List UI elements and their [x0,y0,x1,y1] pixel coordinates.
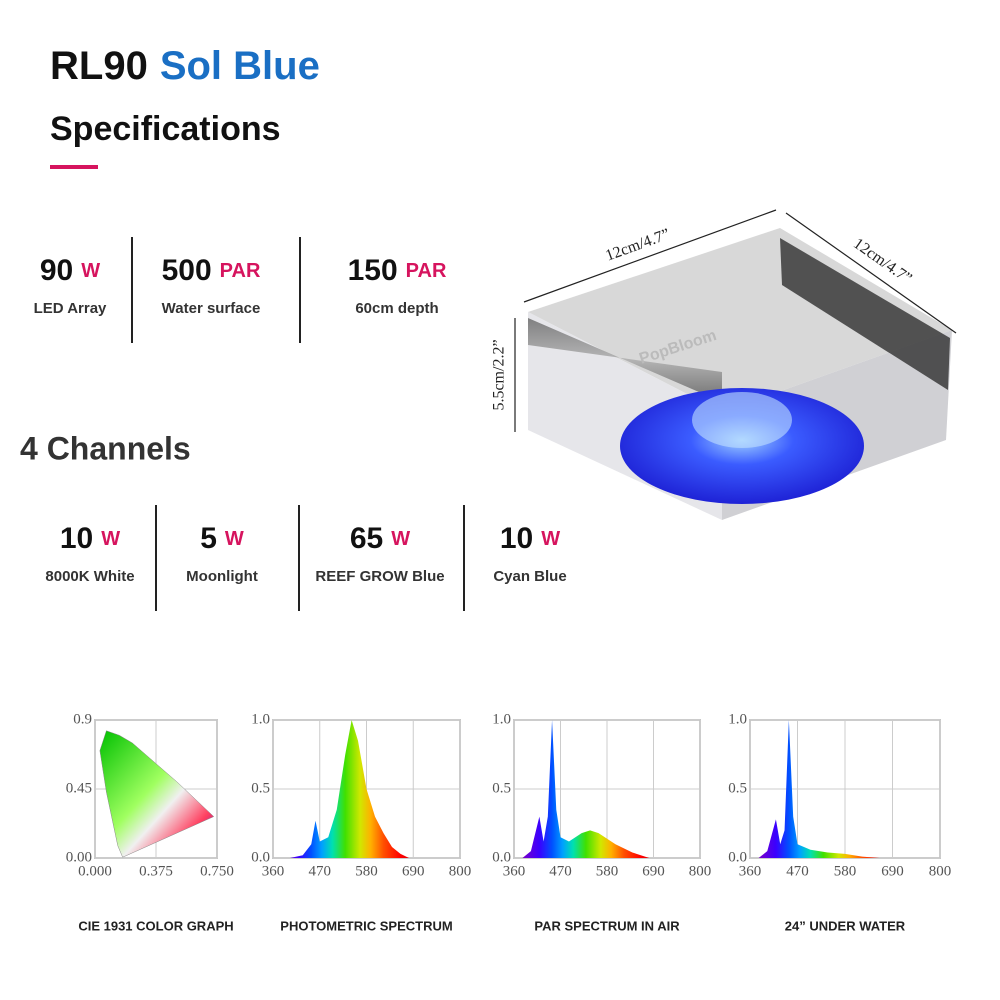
spec-label: Cyan Blue [493,568,566,585]
x-tick-label: 690 [642,863,665,879]
number: 5 [200,522,217,555]
title: RL90 Sol Blue [50,44,320,88]
spec-value: 150 PAR [348,254,447,287]
x-tick-label: 470 [309,863,332,879]
number: 90 [40,254,73,287]
unit: W [81,260,100,282]
y-tick-label: 1.0 [728,711,747,727]
x-tick-label: 690 [881,863,904,879]
y-tick-label: 0.5 [728,780,747,796]
y-tick-label: 0.45 [66,780,92,796]
dimension-lines [514,209,957,432]
y-tick-label: 0.9 [73,711,92,727]
number: 150 [348,254,398,287]
underline [50,165,98,169]
spec-value: 500 PAR [162,254,261,287]
dividers [131,237,465,611]
x-tick-label: 580 [355,863,378,879]
unit: PAR [406,260,447,282]
area [522,720,650,858]
spec-value: 10 W [60,522,120,555]
number: 500 [162,254,212,287]
area [290,720,409,858]
x-tick-label: 470 [549,863,572,879]
unit: W [101,528,120,550]
y-tick-label: 0.0 [251,849,270,865]
chart-caption: CIE 1931 COLOR GRAPH [78,918,233,933]
unit: PAR [220,260,261,282]
x-tick-label: 360 [503,863,526,879]
spec-label: LED Array [34,300,107,317]
model: RL90 [50,44,148,88]
x-tick-label: 690 [402,863,425,879]
dimension-width: 12cm/4.7” [603,226,672,265]
x-tick-label: 0.750 [200,863,234,879]
unit: W [225,528,244,550]
x-tick-label: 800 [929,863,952,879]
y-tick-label: 1.0 [251,711,270,727]
x-tick-label: 800 [449,863,472,879]
y-tick-label: 1.0 [492,711,511,727]
spec-value: 90 W [40,254,100,287]
y-tick-label: 0.0 [728,849,747,865]
product-name: Sol Blue [160,44,320,88]
x-tick-label: 580 [596,863,619,879]
chart-caption: PHOTOMETRIC SPECTRUM [280,918,452,933]
area [99,730,215,858]
spec-label: 8000K White [45,568,134,585]
number: 10 [60,522,93,555]
spec-value: 10 W [500,522,560,555]
number: 65 [350,522,383,555]
spec-label: Moonlight [186,568,258,585]
channels-title: 4 Channels [20,430,191,466]
area [758,720,880,858]
x-tick-label: 360 [262,863,285,879]
product-image: PopBloom [528,228,952,520]
x-tick-label: 470 [786,863,809,879]
spec-label: REEF GROW Blue [315,568,444,585]
x-tick-label: 800 [689,863,712,879]
x-tick-label: 0.000 [78,863,112,879]
y-tick-label: 0.0 [492,849,511,865]
x-tick-label: 360 [739,863,762,879]
spec-label: 60cm depth [355,300,438,317]
dimension-height: 5.5cm/2.2” [491,339,508,410]
spec-label: Water surface [162,300,261,317]
number: 10 [500,522,533,555]
chart-caption: 24” UNDER WATER [785,918,906,933]
y-tick-label: 0.5 [492,780,511,796]
chart-caption: PAR SPECTRUM IN AIR [534,918,680,933]
x-tick-label: 580 [834,863,857,879]
y-tick-label: 0.00 [66,849,92,865]
spec-value: 65 W [350,522,410,555]
x-tick-label: 0.375 [139,863,173,879]
unit: W [541,528,560,550]
unit: W [391,528,410,550]
y-tick-label: 0.5 [251,780,270,796]
subtitle: Specifications [50,110,281,148]
